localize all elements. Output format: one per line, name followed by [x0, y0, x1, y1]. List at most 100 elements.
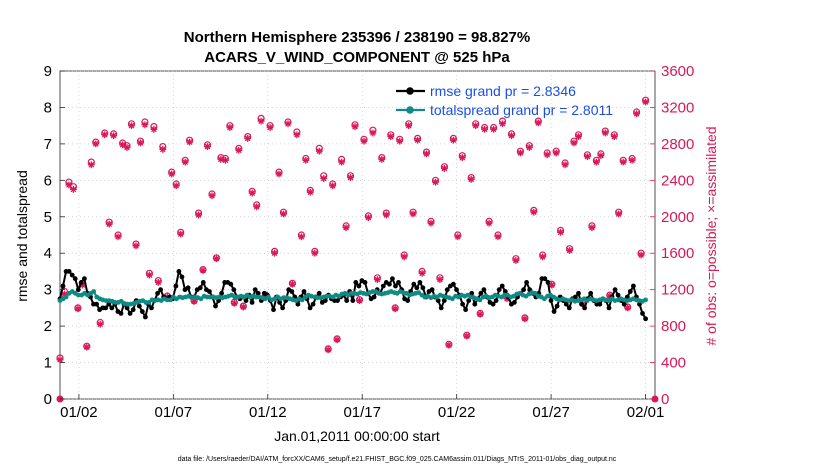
obs-assimilated-marker: [105, 220, 113, 228]
rmse-point: [411, 281, 417, 287]
rmse-point: [478, 290, 484, 296]
right-tick-label: 2000: [661, 209, 694, 226]
legend: rmse grand pr = 2.8346 totalspread grand…: [396, 83, 613, 118]
obs-assimilated-marker: [96, 320, 104, 328]
obs-assimilated-marker: [226, 124, 234, 131]
obs-assimilated-marker: [615, 210, 623, 218]
obs-assimilated-marker: [230, 299, 238, 307]
obs-assimilated-marker: [338, 158, 346, 166]
obs-assimilated-marker: [159, 145, 167, 153]
obs-assimilated-marker: [494, 233, 502, 241]
rmse-point: [322, 298, 328, 303]
rmse-point: [139, 309, 145, 314]
obs-assimilated-marker: [186, 138, 194, 146]
obs-assimilated-marker: [239, 303, 247, 311]
totalspread-point: [643, 297, 648, 303]
obs-assimilated-marker: [271, 249, 279, 257]
obs-assimilated-marker: [561, 161, 569, 169]
obs-assimilated-marker: [619, 158, 627, 166]
totalspread-point: [91, 289, 97, 294]
obs-assimilated-marker: [387, 133, 395, 141]
legend-rmse-marker: [406, 87, 414, 95]
obs-assimilated-marker: [490, 125, 498, 133]
rmse-point: [380, 283, 386, 289]
obs-assimilated-marker: [347, 174, 354, 182]
obs-assimilated-marker: [137, 139, 144, 147]
chart-title-line1: Northern Hemisphere 235396 / 238190 = 98…: [184, 29, 530, 46]
rmse-point: [612, 287, 618, 293]
rmse-point: [615, 292, 621, 298]
obs-assimilated-marker: [539, 253, 547, 261]
rmse-point: [310, 301, 316, 307]
rmse-point: [469, 290, 475, 296]
obs-assimilated-marker: [315, 147, 323, 155]
rmse-point: [72, 276, 78, 282]
rmse-point: [435, 298, 441, 303]
obs-assimilated-marker: [467, 175, 475, 183]
rmse-point: [243, 298, 249, 303]
rmse-point: [60, 283, 66, 289]
rmse-point: [207, 289, 212, 294]
rmse-point: [441, 298, 447, 303]
chart-title-line2: ACARS_V_WIND_COMPONENT @ 525 hPa: [204, 49, 510, 66]
obs-assimilated-marker: [391, 305, 399, 313]
obs-assimilated-marker: [253, 203, 261, 211]
obs-assimilated-marker: [418, 269, 426, 277]
obs-assimilated-marker: [56, 356, 64, 364]
obs-assimilated-marker: [132, 242, 140, 250]
rmse-point: [200, 280, 206, 285]
obs-assimilated-marker: [525, 144, 533, 151]
right-y-axis-label: # of obs: o=possible; ×=assimilated: [703, 126, 719, 345]
left-y-axis-label: rmse and totalspread: [14, 170, 30, 302]
obs-assimilated-marker: [311, 249, 319, 257]
rmse-point: [197, 285, 203, 291]
rmse-point: [566, 305, 572, 311]
obs-assimilated-marker: [512, 257, 520, 264]
rmse-point: [143, 314, 148, 320]
rmse-point: [94, 301, 99, 307]
left-tick-label: 9: [44, 63, 52, 80]
obs-assimilated-marker: [195, 211, 203, 219]
obs-assimilated-marker: [65, 181, 73, 189]
rmse-point: [295, 301, 301, 307]
obs-assimilated-marker: [351, 123, 359, 130]
obs-assimilated-marker: [92, 140, 100, 148]
obs-assimilated-marker: [530, 208, 538, 216]
obs-assimilated-marker: [588, 224, 596, 232]
obs-assimilated-marker: [181, 158, 189, 166]
rmse-point: [280, 305, 285, 311]
rmse-point: [66, 269, 72, 274]
left-tick-label: 6: [44, 172, 52, 189]
obs-assimilated-marker: [610, 133, 618, 141]
rmse-point: [393, 283, 398, 289]
obs-assimilated-marker: [432, 178, 439, 186]
obs-assimilated-marker: [593, 158, 600, 166]
rmse-point: [124, 305, 130, 311]
rmse-point: [219, 290, 225, 296]
rmse-point: [548, 298, 554, 303]
obs-assimilated-marker: [405, 122, 413, 130]
obs-assimilated-marker: [154, 278, 162, 286]
rmse-point: [472, 301, 478, 307]
rmse-point: [588, 290, 594, 296]
obs-assimilated-marker: [288, 280, 296, 288]
totalspread-point: [266, 294, 271, 300]
rmse-point: [640, 311, 645, 316]
obs-assimilated-marker: [584, 153, 591, 161]
rmse-point: [414, 285, 420, 291]
obs-assimilated-marker: [364, 214, 372, 222]
obs-assimilated-marker: [172, 182, 180, 190]
left-tick-label: 4: [44, 245, 52, 262]
obs-assimilated-marker: [534, 119, 542, 127]
right-tick-label: 1200: [661, 282, 694, 299]
obs-assimilated-marker: [373, 276, 381, 284]
rmse-point: [185, 285, 191, 291]
rmse-point: [335, 298, 340, 303]
series-lines: [57, 269, 648, 322]
obs-assimilated-marker: [369, 129, 377, 137]
left-tick-label: 7: [44, 136, 52, 153]
left-tick-label: 0: [44, 391, 52, 408]
x-tick-label: 02/01: [627, 404, 665, 421]
right-tick-label: 3200: [661, 99, 694, 116]
